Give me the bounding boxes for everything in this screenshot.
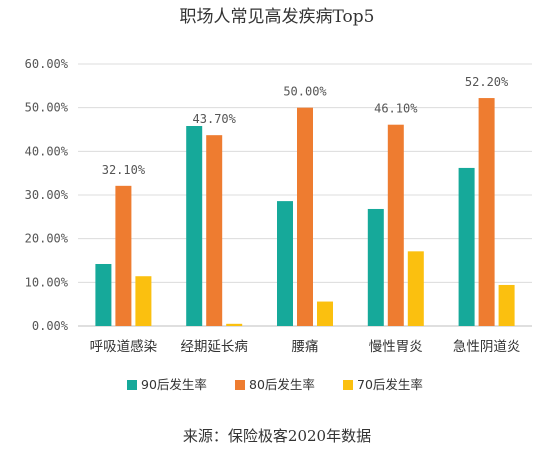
legend-swatch	[235, 380, 245, 390]
x-category-label: 经期延长病	[180, 339, 248, 355]
x-category-label: 急性阴道炎	[453, 339, 521, 355]
legend-label: 70后发生率	[357, 377, 423, 392]
data-label: 32.10%	[102, 163, 146, 177]
bar	[135, 276, 152, 326]
legend: 90后发生率 80后发生率 70后发生率	[127, 377, 423, 392]
x-category-label: 腰痛	[292, 338, 319, 355]
legend-swatch	[127, 380, 137, 390]
legend-label: 80后发生率	[249, 377, 315, 392]
bar	[297, 107, 313, 327]
bar	[95, 263, 112, 326]
data-label: 43.70%	[193, 112, 237, 126]
y-tick-label: 30.00%	[25, 188, 69, 202]
y-tick-label: 0.00%	[32, 319, 69, 333]
bar	[317, 301, 333, 326]
y-tick-label: 10.00%	[25, 275, 69, 289]
y-tick-label: 50.00%	[25, 101, 69, 115]
bar	[498, 284, 515, 326]
bar	[458, 167, 475, 326]
x-category-label: 呼吸道感染	[90, 338, 158, 355]
y-axis-ticks: 0.00% 10.00% 20.00% 30.00% 40.00% 50.00% 60.00…	[25, 57, 69, 333]
legend-label: 90后发生率	[141, 377, 207, 392]
data-label: 50.00%	[283, 85, 327, 99]
data-label: 46.10%	[374, 102, 418, 116]
y-tick-label: 40.00%	[25, 144, 69, 158]
chart-title: 职场人常见高发疾病Top5	[180, 7, 375, 27]
bar	[226, 323, 243, 326]
x-category-label: 慢性胃炎	[369, 338, 423, 355]
bar	[277, 201, 293, 326]
bar	[186, 126, 203, 326]
y-tick-label: 20.00%	[25, 232, 69, 246]
bar	[407, 251, 424, 326]
data-label: 52.20%	[465, 75, 509, 89]
bar	[387, 124, 404, 327]
source-note: 来源：保险极客2020年数据	[183, 427, 371, 445]
bar	[478, 98, 495, 326]
data-labels: 32.10% 43.70% 50.00% 46.10% 52.20%	[102, 75, 509, 177]
x-axis-categories: 呼吸道感染 经期延长病 腰痛 慢性胃炎 急性阴道炎	[90, 338, 521, 355]
bar	[115, 185, 132, 326]
y-tick-label: 60.00%	[25, 57, 69, 71]
bar	[206, 135, 223, 326]
bar	[367, 208, 384, 326]
legend-swatch	[343, 380, 353, 390]
bars	[95, 98, 515, 327]
